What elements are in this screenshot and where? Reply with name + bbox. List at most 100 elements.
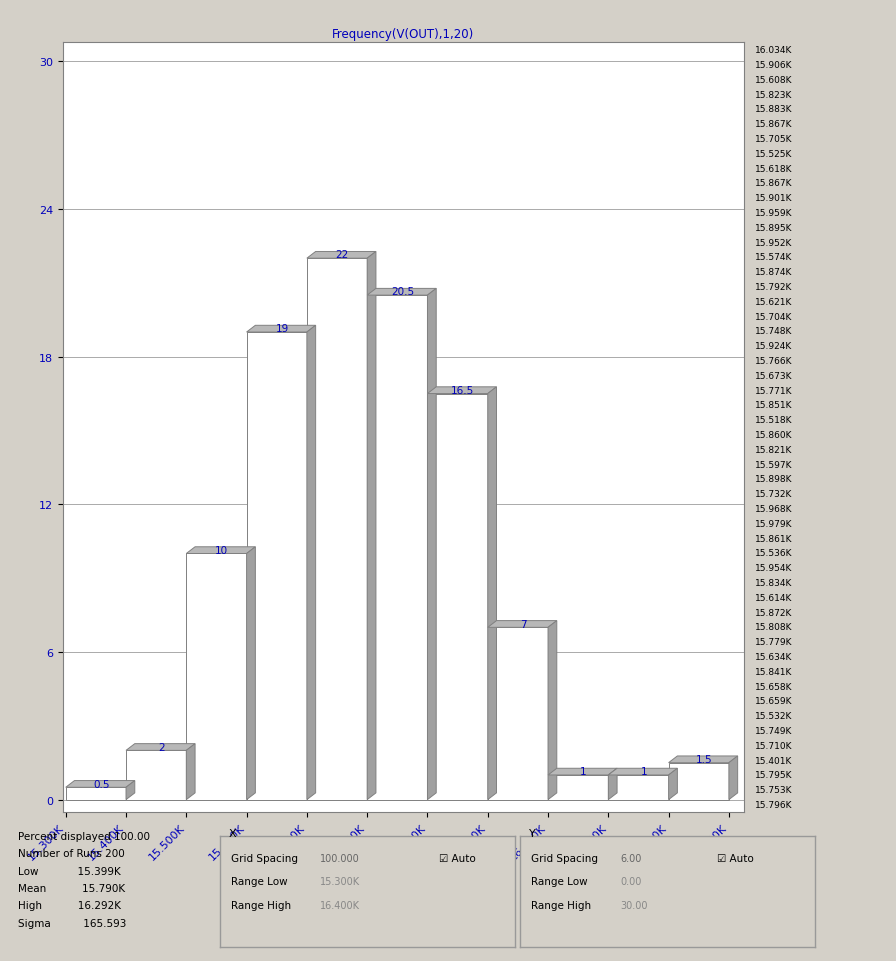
Polygon shape — [65, 780, 134, 787]
Text: 10: 10 — [215, 545, 228, 555]
Text: 15.618K: 15.618K — [754, 164, 792, 173]
Text: 100.000: 100.000 — [320, 853, 359, 863]
Text: 15.574K: 15.574K — [754, 253, 792, 262]
Text: 16.5: 16.5 — [452, 385, 475, 395]
Text: 15.860K: 15.860K — [754, 431, 792, 439]
Polygon shape — [246, 326, 315, 333]
Text: 1: 1 — [580, 767, 587, 776]
Text: 15.597K: 15.597K — [754, 460, 792, 469]
Text: 15.795K: 15.795K — [754, 771, 792, 779]
Polygon shape — [367, 296, 427, 800]
Polygon shape — [668, 756, 737, 763]
Text: 15.771K: 15.771K — [754, 386, 792, 395]
Text: 15.954K: 15.954K — [754, 563, 792, 573]
Text: 15.518K: 15.518K — [754, 416, 792, 425]
Text: 15.968K: 15.968K — [754, 505, 792, 513]
Polygon shape — [367, 289, 436, 296]
Text: 1.5: 1.5 — [695, 754, 712, 764]
Text: 15.883K: 15.883K — [754, 106, 792, 114]
Polygon shape — [608, 769, 677, 776]
Text: 15.861K: 15.861K — [754, 534, 792, 543]
Text: Y: Y — [529, 828, 536, 838]
Text: 20.5: 20.5 — [391, 287, 414, 297]
Polygon shape — [126, 744, 195, 751]
Text: 15.979K: 15.979K — [754, 519, 792, 529]
Polygon shape — [126, 751, 186, 800]
Text: 15.906K: 15.906K — [754, 61, 792, 70]
Text: 15.732K: 15.732K — [754, 490, 792, 499]
Polygon shape — [186, 554, 246, 800]
Text: 15.705K: 15.705K — [754, 135, 792, 144]
Text: 15.901K: 15.901K — [754, 194, 792, 203]
Text: 15.658K: 15.658K — [754, 682, 792, 691]
Text: 15.898K: 15.898K — [754, 475, 792, 484]
Text: 15.796K: 15.796K — [754, 801, 792, 809]
Text: 15.704K: 15.704K — [754, 312, 792, 321]
Polygon shape — [427, 289, 436, 800]
Text: Percent displayed 100.00: Percent displayed 100.00 — [18, 831, 150, 841]
Text: Mean           15.790K: Mean 15.790K — [18, 883, 125, 893]
Text: 15.867K: 15.867K — [754, 179, 792, 188]
Text: 15.710K: 15.710K — [754, 741, 792, 750]
Text: Range High: Range High — [231, 900, 291, 910]
Text: 22: 22 — [336, 250, 349, 260]
Text: High           16.292K: High 16.292K — [18, 900, 121, 910]
Text: ☑ Auto: ☑ Auto — [717, 853, 754, 863]
Text: 15.532K: 15.532K — [754, 711, 792, 721]
Title: Frequency(V(OUT),1,20): Frequency(V(OUT),1,20) — [332, 28, 474, 40]
Polygon shape — [548, 621, 556, 800]
Polygon shape — [548, 769, 617, 776]
Text: 15.821K: 15.821K — [754, 445, 792, 455]
Polygon shape — [728, 756, 737, 800]
Polygon shape — [307, 259, 367, 800]
Polygon shape — [186, 547, 255, 554]
Text: ☑ Auto: ☑ Auto — [439, 853, 476, 863]
Text: 0.5: 0.5 — [93, 778, 109, 789]
Polygon shape — [487, 621, 556, 628]
Text: 15.779K: 15.779K — [754, 637, 792, 647]
Polygon shape — [608, 776, 668, 800]
Text: Sigma          165.593: Sigma 165.593 — [18, 918, 126, 927]
Polygon shape — [487, 387, 496, 800]
Text: 15.834K: 15.834K — [754, 579, 792, 587]
Polygon shape — [668, 769, 677, 800]
Text: Range High: Range High — [531, 900, 591, 910]
Text: 15.614K: 15.614K — [754, 593, 792, 603]
Text: 15.401K: 15.401K — [754, 755, 792, 765]
Text: 15.753K: 15.753K — [754, 785, 792, 795]
Text: 15.300K: 15.300K — [320, 876, 360, 886]
Text: 15.952K: 15.952K — [754, 238, 792, 247]
Text: 15.634K: 15.634K — [754, 653, 792, 661]
Polygon shape — [427, 394, 487, 800]
Text: Low            15.399K: Low 15.399K — [18, 866, 121, 875]
Text: 15.841K: 15.841K — [754, 667, 792, 677]
Text: 15.808K: 15.808K — [754, 623, 792, 631]
Text: 15.874K: 15.874K — [754, 268, 792, 277]
Polygon shape — [65, 787, 126, 800]
Text: 15.851K: 15.851K — [754, 401, 792, 410]
Text: 6.00: 6.00 — [620, 853, 642, 863]
Polygon shape — [608, 769, 617, 800]
Polygon shape — [246, 547, 255, 800]
Text: Range Low: Range Low — [531, 876, 588, 886]
Text: 15.792K: 15.792K — [754, 283, 792, 292]
Text: 19: 19 — [275, 324, 289, 334]
Text: Grid Spacing: Grid Spacing — [531, 853, 599, 863]
Text: X: X — [228, 828, 237, 838]
Polygon shape — [246, 333, 307, 800]
Text: 1: 1 — [641, 767, 647, 776]
Text: 15.748K: 15.748K — [754, 327, 792, 336]
Text: 30.00: 30.00 — [620, 900, 648, 910]
Polygon shape — [427, 387, 496, 394]
Text: 15.536K: 15.536K — [754, 549, 792, 557]
Text: Grid Spacing: Grid Spacing — [231, 853, 298, 863]
Text: 15.766K: 15.766K — [754, 357, 792, 365]
Text: 15.924K: 15.924K — [754, 342, 792, 351]
Text: 2: 2 — [158, 742, 165, 752]
Polygon shape — [126, 780, 134, 800]
Text: 0.00: 0.00 — [620, 876, 642, 886]
Text: 15.621K: 15.621K — [754, 298, 792, 307]
Text: 15.673K: 15.673K — [754, 371, 792, 381]
Text: 15.959K: 15.959K — [754, 209, 792, 218]
Text: Number of Runs 200: Number of Runs 200 — [18, 849, 125, 858]
